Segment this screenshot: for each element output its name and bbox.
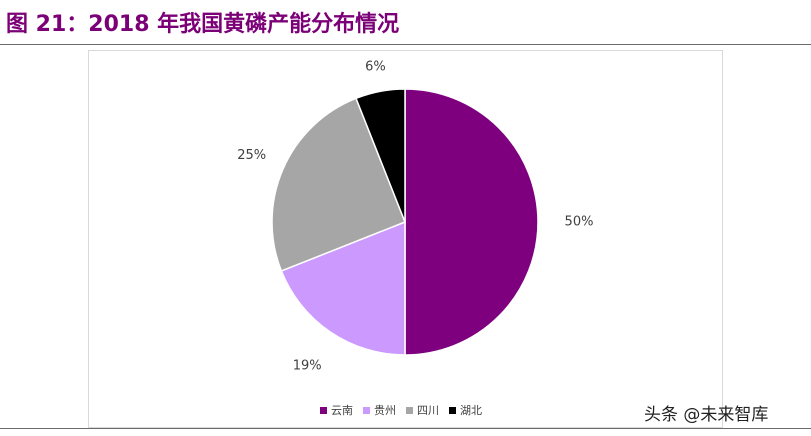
legend-label-hubei: 湖北 [460,404,482,417]
legend-swatch-guizhou [363,406,370,414]
legend-item-yunnan: 云南 [320,402,353,418]
pie-slice-yunnan [404,88,539,356]
legend-label-guizhou: 贵州 [374,404,396,417]
pie-slice-hubei [355,88,406,223]
pie-slice-sichuan [271,97,406,272]
legend-label-sichuan: 四川 [417,404,439,417]
legend-swatch-hubei [449,406,456,414]
pie-slice-guizhou [280,220,406,356]
data-label-hubei: 6% [365,59,386,74]
legend-item-guizhou: 贵州 [363,402,396,418]
figure-title: 图 21：2018 年我国黄磷产能分布情况 [6,12,400,37]
legend-item-sichuan: 四川 [406,402,439,418]
legend-label-yunnan: 云南 [331,404,353,417]
chart-plot-area [88,50,723,428]
chart-legend: 云南 贵州 四川 湖北 [320,402,482,418]
top-divider [0,44,811,45]
legend-item-hubei: 湖北 [449,402,482,418]
legend-swatch-sichuan [406,406,413,414]
source-watermark: 头条 @未来智库 [644,405,769,425]
legend-swatch-yunnan [320,406,327,414]
bottom-divider [0,428,811,429]
data-label-yunnan: 50% [565,215,594,230]
data-label-sichuan: 25% [237,148,266,163]
data-label-guizhou: 19% [293,358,322,373]
